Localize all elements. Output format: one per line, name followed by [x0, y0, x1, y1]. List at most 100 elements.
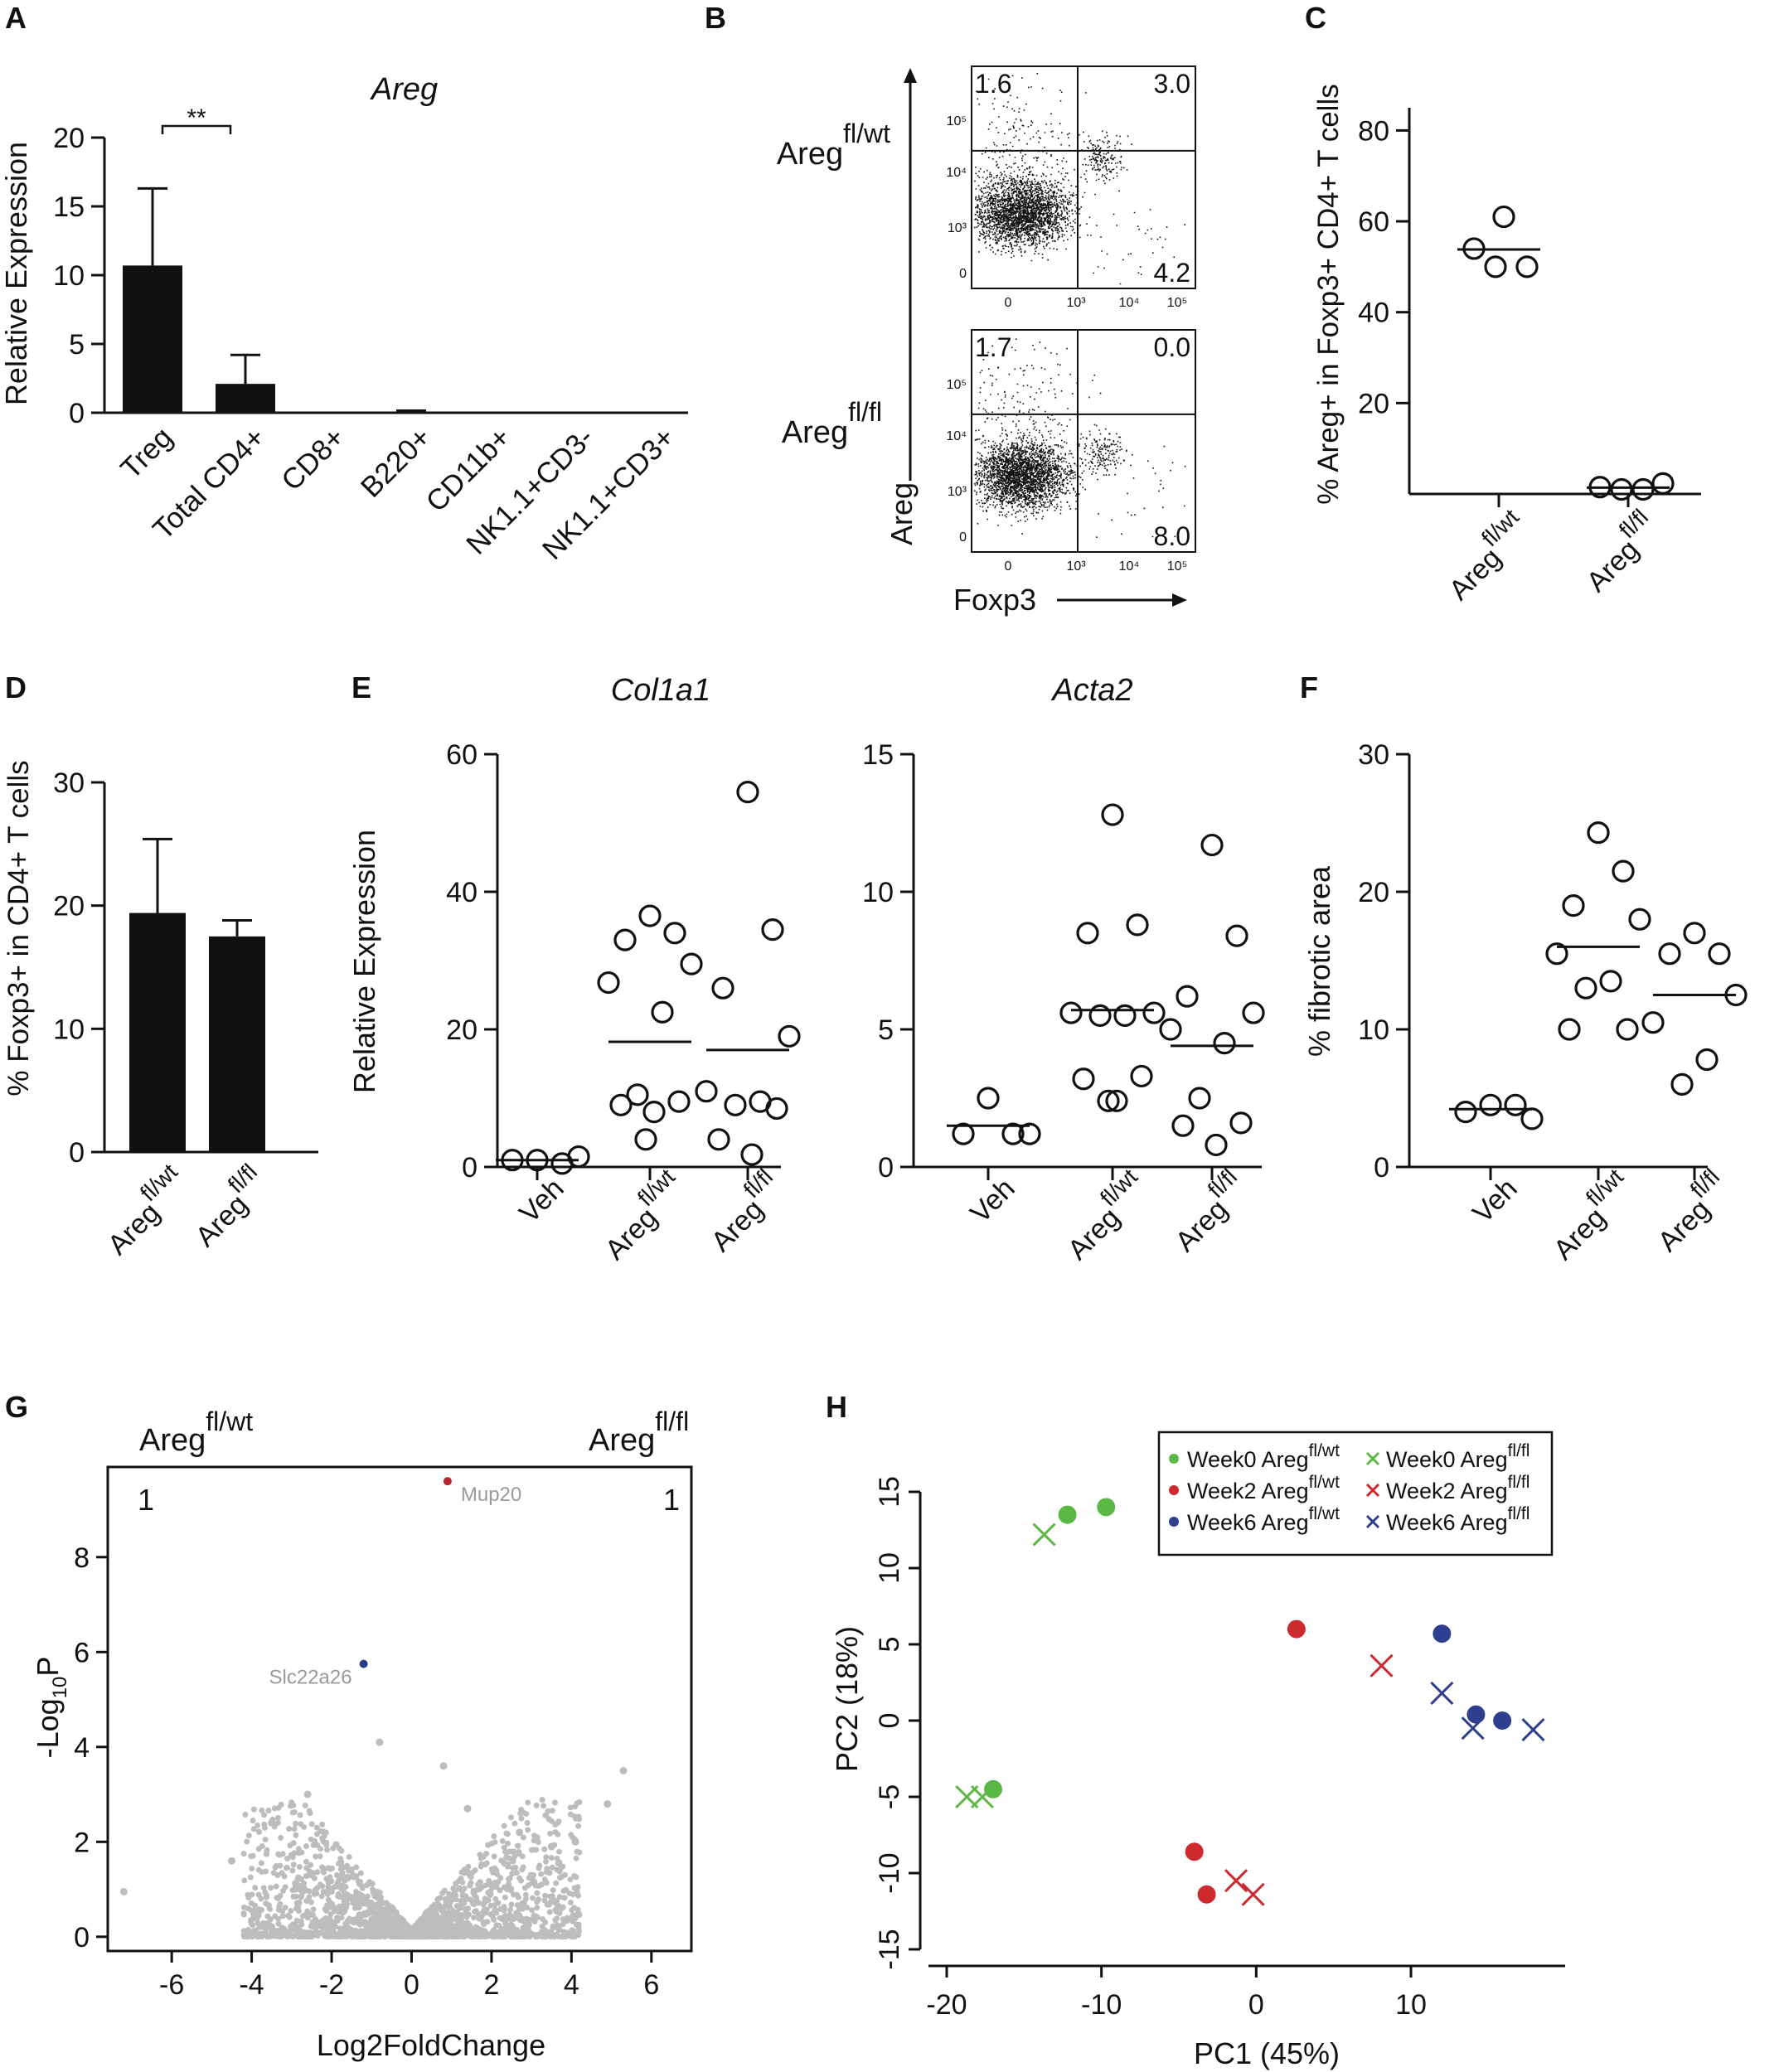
- panel-e-acta2-title: Acta2: [1050, 673, 1132, 708]
- panel-h-legend-entry: Week0 Aregfl/fl: [1386, 1441, 1529, 1472]
- panel-e-acta2-y-tick-label: 10: [862, 877, 894, 908]
- panel-f-data-point: [1599, 970, 1622, 993]
- panel-d-y-tick-label: 30: [53, 767, 85, 799]
- panel-g-outlier-point: [119, 1887, 128, 1895]
- panel-f-data-point: [1670, 1072, 1694, 1097]
- panel-b-x-tick-label: 10⁴: [1119, 559, 1140, 574]
- panel-h-legend-superscript: fl/fl: [1508, 1441, 1530, 1460]
- panel-e-col1a1-data-point: [638, 904, 662, 927]
- panel-g-outlier-point: [463, 1804, 472, 1813]
- panel-e-acta2-y-tick-label: 15: [862, 739, 894, 771]
- panel-c-group-label-base: Areg: [1443, 542, 1508, 607]
- panel-f-group-label: Aregfl/wt: [1539, 1164, 1641, 1266]
- panel-f-y-tick-label: 20: [1358, 877, 1389, 908]
- panel-g-highlight-point: [359, 1659, 368, 1668]
- panel-f-y-label: % fibrotic area: [1302, 865, 1336, 1057]
- panel-f-data-point: [1708, 942, 1731, 966]
- panel-h-data-point: [1370, 1653, 1394, 1677]
- panel-a-bar: [216, 384, 275, 413]
- panel-e-col1a1-y-tick-label: 0: [462, 1152, 478, 1184]
- panel-b-flow-cytometry: Aregfl/wt Aregfl/fl Areg Foxp3 1.6 3.04.2…: [777, 65, 1196, 617]
- panel-e-col1a1-data-point: [651, 1000, 674, 1024]
- panel-letter-h: H: [826, 1390, 847, 1424]
- panel-e-col1a1-data-point: [724, 1093, 747, 1116]
- panel-letter-b: B: [705, 1, 726, 35]
- panel-g-y-label-sub: 10: [49, 1677, 71, 1699]
- panel-a-bar: [123, 265, 182, 413]
- panel-e-acta2-group-label-base: Areg: [1170, 1193, 1234, 1258]
- panel-h-data-point: [1287, 1619, 1306, 1639]
- panel-b-x-label: Foxp3: [953, 583, 1036, 617]
- panel-f-data-point: [1520, 1107, 1544, 1130]
- panel-f-data-point: [1587, 821, 1610, 845]
- panel-e-acta2-data-point: [1105, 1089, 1128, 1112]
- panel-h-legend-entry: Week6 Aregfl/fl: [1386, 1504, 1529, 1535]
- panel-e-col1a1-data-point: [761, 918, 784, 942]
- panel-e-col1a1-data-point: [680, 952, 703, 975]
- panel-e-acta2-data-point: [1142, 1001, 1166, 1024]
- panel-c-data-point: [1515, 255, 1539, 278]
- panel-e-acta2-data-point: [1097, 1089, 1120, 1112]
- panel-c-data-point: [1610, 477, 1633, 501]
- panel-g-x-tick-label: 4: [564, 1969, 579, 2001]
- panel-d-y-tick-label: 10: [53, 1014, 85, 1045]
- panel-g-gene-points: [240, 1797, 583, 1940]
- panel-g-x-tick-label: 2: [483, 1969, 499, 2001]
- svg-text:Aregfl/wt: Aregfl/wt: [777, 119, 890, 172]
- panel-c-group-label-base: Areg: [1581, 534, 1646, 598]
- panel-h-data-point: [1521, 1717, 1545, 1742]
- panel-g-x-tick-label: -2: [319, 1969, 344, 2001]
- panel-f-dot-plot: % fibrotic area 0 10 20 30 Veh Aregfl/wtAregf…: [1302, 739, 1748, 1266]
- panel-b-y-tick-label: 0: [959, 530, 967, 545]
- panel-e-acta2-data-point: [1159, 1018, 1182, 1041]
- panel-letter-d: D: [5, 670, 27, 704]
- panel-e-acta2-data-point: [1229, 1111, 1253, 1135]
- panel-letter-g: G: [5, 1390, 28, 1424]
- panel-h-legend-entry: Week2 Aregfl/fl: [1386, 1473, 1529, 1503]
- panel-h-data-point: [1224, 1869, 1248, 1893]
- panel-f-data-point: [1658, 942, 1681, 966]
- panel-f-data-point: [1628, 908, 1651, 931]
- panel-e-acta2-group-label: Aregfl/wt: [1053, 1164, 1156, 1266]
- panel-e-acta2-data-point: [952, 1122, 975, 1145]
- panel-c-y-tick-label: 80: [1358, 115, 1389, 147]
- panel-h-legend-superscript: fl/wt: [1309, 1441, 1340, 1460]
- panel-e-acta2-data-point: [1059, 1001, 1083, 1024]
- panel-e-col1a1-data-point: [567, 1145, 590, 1169]
- panel-a-bar: [381, 412, 441, 413]
- panel-g-y-tick-label: 6: [74, 1637, 90, 1668]
- panel-e-col1a1-data-point: [626, 1083, 649, 1106]
- panel-b-quadrant-value-ul: 1.6: [975, 69, 1011, 99]
- panel-d-group-label: Aregfl/wt: [93, 1159, 196, 1261]
- panel-h-data-point: [1461, 1716, 1485, 1740]
- panel-e-col1a1-data-point: [740, 1143, 764, 1166]
- svg-text:Aregfl/wt: Aregfl/wt: [139, 1406, 253, 1458]
- panel-f-data-point: [1558, 1018, 1581, 1041]
- panel-e-acta2-data-point: [1213, 1031, 1236, 1055]
- panel-g-outlier-point: [303, 1790, 312, 1798]
- panel-c-group-label: Aregfl/fl: [1572, 504, 1666, 598]
- panel-g-outlier-point: [268, 1818, 276, 1827]
- panel-h-data-point: [1058, 1505, 1077, 1524]
- panel-h-x-tick-label: -10: [1081, 1989, 1122, 2021]
- panel-h-y-label: PC2 (18%): [830, 1626, 864, 1772]
- panel-g-right-group-base: Areg: [589, 1423, 655, 1458]
- panel-h-data-point: [1197, 1885, 1216, 1904]
- panel-a-y-tick-label: 15: [53, 191, 85, 223]
- panel-a-category-label: Treg: [114, 421, 179, 486]
- panel-e-acta2-data-point: [1088, 1004, 1112, 1028]
- panel-h-legend-marker: [1169, 1485, 1179, 1495]
- panel-b-y-tick-label: 10⁵: [947, 114, 967, 128]
- panel-d-group-label-base: Areg: [190, 1188, 255, 1253]
- panel-a-y-tick-label: 20: [53, 123, 85, 154]
- panel-f-data-point: [1612, 859, 1635, 883]
- panel-h-legend-label: Week0 Areg: [1386, 1447, 1508, 1472]
- panel-e-dot-plots: Col1a1 Acta2 Relative Expression 0 20 40 60…: [347, 673, 1265, 1266]
- panel-e-col1a1-group-label: Aregfl/wt: [590, 1164, 693, 1266]
- panel-g-outlier-point: [619, 1766, 628, 1774]
- panel-e-col1a1-data-point: [711, 976, 734, 1000]
- panel-h-x-tick-label: 0: [1248, 1989, 1264, 2021]
- panel-d-y-label: % Foxp3+ in CD4+ T cells: [2, 760, 35, 1096]
- panel-g-outlier-point: [516, 1828, 524, 1837]
- panel-g-y-tick-label: 2: [74, 1827, 90, 1858]
